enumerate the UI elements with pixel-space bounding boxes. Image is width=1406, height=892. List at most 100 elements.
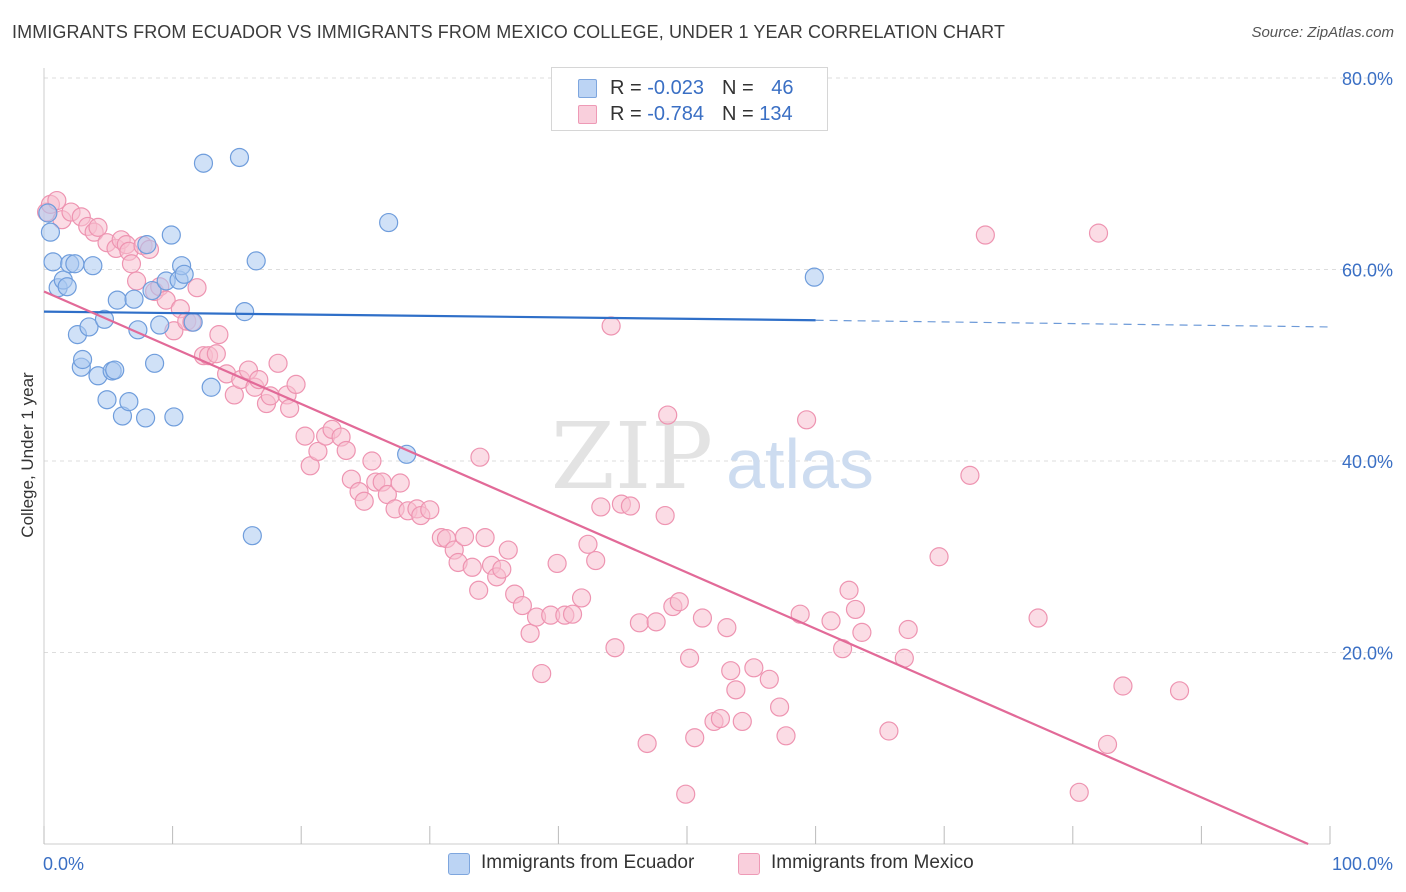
ecuador-point (193, 153, 214, 173)
mexico-point (637, 733, 657, 754)
mexico-point (692, 608, 713, 628)
legend-mexico-swatch (738, 853, 760, 875)
r-value-ecuador: -0.023 (647, 77, 704, 99)
ecuador-point (142, 280, 162, 301)
ecuador-point (40, 222, 61, 242)
correlation-text-mexico: R = -0.784 N = 134 (610, 103, 793, 126)
mexico-trend-line (43, 290, 1309, 846)
mexico-point (268, 353, 288, 373)
ecuador-point (38, 203, 58, 223)
mexico-point (601, 316, 621, 336)
mexico-point (655, 505, 675, 526)
mexico-point (1088, 223, 1109, 243)
mexico-point (839, 580, 859, 600)
mexico-point (469, 580, 489, 600)
ecuador-point (124, 289, 144, 309)
ecuador-point (379, 212, 399, 233)
mexico-point (156, 290, 176, 310)
mexico-point (852, 622, 872, 642)
ecuador-point (150, 315, 170, 335)
trend-lines (43, 290, 1331, 846)
mexico-point (586, 550, 606, 571)
y-tick-label: 40.0% (1342, 452, 1393, 472)
y-tick-label: 80.0% (1342, 69, 1393, 89)
mexico-point (776, 726, 796, 746)
mexico-point (790, 604, 810, 624)
mexico-point (721, 661, 741, 681)
mexico-point (295, 426, 315, 446)
mexico-point (520, 623, 540, 643)
mexico-point (362, 451, 382, 471)
ecuador-point (83, 256, 103, 276)
series-legend: Immigrants from Ecuador Immigrants from … (0, 850, 1406, 878)
n-value-ecuador: 46 (771, 77, 794, 99)
mexico-point (475, 527, 495, 548)
chart-title: IMMIGRANTS FROM ECUADOR VS IMMIGRANTS FR… (12, 22, 1006, 42)
mexico-point (646, 612, 666, 632)
mexico-point (960, 465, 980, 485)
ecuador-point (57, 277, 77, 297)
ecuador-point (201, 377, 221, 397)
mexico-point (669, 592, 689, 612)
mexico-point (454, 527, 475, 547)
watermark-atlas: atlas (726, 425, 874, 503)
mexico-swatch (578, 105, 597, 124)
mexico-point (562, 604, 583, 624)
mexico-point (88, 217, 108, 237)
mexico-point (308, 441, 328, 462)
mexico-point (1069, 782, 1089, 802)
mexico-point (879, 721, 899, 741)
ecuador-point (144, 353, 165, 373)
mexico-point (532, 663, 552, 684)
n-label: N = (721, 77, 760, 99)
ecuador-point (72, 349, 93, 370)
mexico-point (676, 784, 696, 804)
mexico-point (620, 496, 641, 516)
correlation-text-ecuador: R = -0.023 N = 46 (610, 77, 793, 100)
r-label: R = (610, 77, 648, 99)
x-tick-label: 0.0% (43, 854, 84, 874)
ecuador-point (229, 147, 250, 168)
mexico-point (732, 711, 752, 732)
y-axis-title: College, Under 1 year (18, 372, 37, 538)
mexico-point (975, 225, 995, 245)
ecuador-point (105, 360, 125, 380)
mexico-point (470, 447, 490, 467)
mexico-point (1028, 608, 1048, 628)
mexico-point (679, 648, 700, 668)
ecuador-point (97, 390, 117, 410)
y-tick-label: 20.0% (1342, 644, 1393, 664)
mexico-point (126, 271, 147, 291)
mexico-point (796, 410, 817, 430)
mexico-point (658, 405, 678, 425)
legend-ecuador-label: Immigrants from Ecuador (481, 852, 695, 873)
mexico-point (286, 374, 306, 394)
mexico-point (512, 595, 532, 616)
mexico-point (710, 708, 731, 729)
x-tick-label: 100.0% (1332, 854, 1393, 874)
n-label: N = (721, 103, 760, 125)
correlation-legend: R = -0.023 N = 46 R = -0.784 N = 134 (551, 67, 828, 131)
r-value-mexico: -0.784 (647, 103, 704, 125)
ecuador-point (235, 302, 255, 322)
mexico-point (547, 553, 567, 574)
ecuador-point (242, 526, 262, 546)
mexico-point (354, 491, 374, 511)
ecuador-point (135, 408, 156, 428)
mexico-point (759, 669, 779, 689)
ecuador-point (43, 252, 63, 272)
ecuador-trend-line (43, 310, 816, 322)
mexico-point (769, 697, 790, 717)
ecuador-point (174, 264, 194, 284)
ecuador-point (65, 254, 85, 274)
mexico-point (336, 440, 356, 461)
n-value-mexico: 134 (759, 103, 793, 125)
ecuador-point (137, 235, 157, 255)
ecuador-point (183, 312, 203, 332)
mexico-point (605, 638, 625, 658)
ecuador-point (164, 407, 184, 427)
source-label: Source: ZipAtlas.com (1251, 24, 1394, 41)
mexico-point (209, 325, 229, 345)
y-tick-label: 60.0% (1342, 261, 1393, 281)
mexico-point (206, 344, 226, 364)
